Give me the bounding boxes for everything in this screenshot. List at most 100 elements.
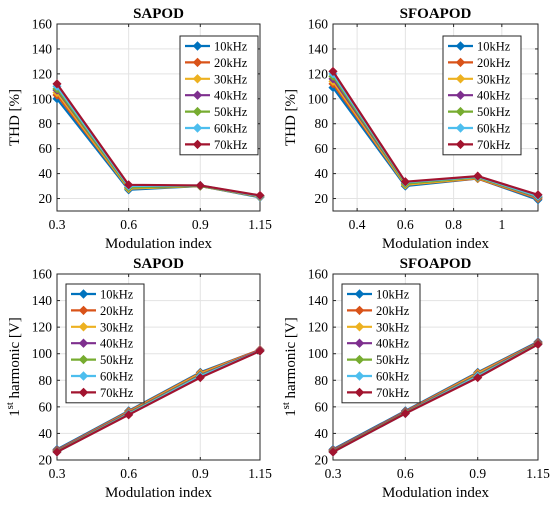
- legend-entry-label: 50kHz: [477, 105, 511, 119]
- y-tick-label: 100: [32, 91, 53, 106]
- legend-swatch-marker: [455, 41, 466, 51]
- y-axis-label-main: 1: [283, 409, 299, 417]
- legend-swatch-marker: [354, 305, 365, 316]
- legend-entry-label: 30kHz: [477, 72, 511, 86]
- legend-swatch-marker: [192, 74, 203, 84]
- legend: 10kHz 20kHz 30kHz 40kHz 50kHz 60kHz 70kHz: [442, 35, 522, 156]
- data-point-70kHz: [400, 408, 410, 419]
- chart-panel-3: 20 40 60 80 100 120 140 160 0.3 0.6 0.9 1.15 SAPOD Mo…: [5, 256, 272, 501]
- legend-swatch-marker: [78, 354, 89, 365]
- legend-swatch-marker: [455, 123, 466, 133]
- legend-swatch-marker: [455, 57, 466, 68]
- series-line-70kHz: [56, 350, 261, 454]
- x-axis-label: Modulation index: [105, 236, 213, 252]
- x-tick-label: 0.3: [49, 217, 66, 232]
- legend-entry-label: 10kHz: [376, 288, 410, 302]
- chart-title: SFOAPOD: [400, 256, 472, 272]
- y-axis-label: 1st harmonic [V]: [281, 317, 299, 416]
- axes-box: [332, 23, 539, 212]
- y-axis-label-superscript: st: [5, 402, 16, 409]
- chart-panel-1: 20 40 60 80 100 120 140 160 0.3 0.6 0.9 1.15 SAPOD Mo…: [7, 6, 272, 252]
- legend-swatch-marker: [354, 289, 365, 299]
- y-tick-label: 80: [315, 116, 329, 131]
- x-tick-label: 0.3: [49, 466, 66, 481]
- legend-swatch-marker: [78, 322, 89, 332]
- x-axis-label: Modulation index: [105, 485, 213, 501]
- y-tick-label: 20: [39, 453, 53, 468]
- legend-entry-label: 70kHz: [376, 386, 410, 400]
- data-point-70kHz: [195, 180, 205, 191]
- y-tick-label: 140: [308, 41, 329, 56]
- y-tick-label: 20: [315, 191, 329, 206]
- x-tick-label: 0.6: [397, 466, 414, 481]
- legend-entry-label: 10kHz: [100, 288, 134, 302]
- series-line-70kHz: [332, 343, 539, 453]
- legend-entry-label: 30kHz: [376, 320, 410, 334]
- y-tick-label: 120: [32, 66, 53, 81]
- y-tick-label: 60: [315, 141, 329, 156]
- x-tick-label: 0.3: [325, 466, 342, 481]
- series-line-70kHz: [332, 70, 539, 196]
- axes-box: [56, 273, 261, 461]
- data-point-70kHz: [124, 410, 134, 420]
- y-tick-label: 160: [308, 267, 329, 282]
- data-point-70kHz: [533, 190, 543, 200]
- legend-swatch-marker: [192, 106, 203, 117]
- y-axis-label: 1st harmonic [V]: [5, 317, 23, 416]
- chart-panel-4: 20 40 60 80 100 120 140 160 0.3 0.6 0.9 1.15 SFOAPOD…: [281, 256, 550, 501]
- y-tick-label: 120: [308, 66, 329, 81]
- legend-entry-label: 70kHz: [214, 138, 248, 152]
- legend-entry-label: 50kHz: [376, 353, 410, 367]
- axes-box: [56, 23, 261, 212]
- legend-swatch-marker: [192, 90, 203, 100]
- legend-entry-label: 40kHz: [214, 89, 248, 103]
- legend-entry-label: 70kHz: [477, 138, 511, 152]
- legend-swatch-marker: [455, 139, 466, 150]
- x-axis-label: Modulation index: [382, 485, 490, 501]
- y-tick-label: 80: [39, 116, 53, 131]
- y-tick-label: 140: [32, 293, 53, 308]
- x-tick-label: 1.15: [248, 217, 272, 232]
- legend-swatch-marker: [455, 90, 466, 100]
- y-tick-label: 40: [315, 166, 329, 181]
- legend-swatch-marker: [354, 354, 365, 365]
- legend-entry-label: 30kHz: [214, 72, 248, 86]
- y-tick-label: 60: [39, 399, 53, 414]
- y-axis-label: THD [%]: [7, 89, 23, 146]
- data-point-70kHz: [473, 373, 483, 383]
- legend: 10kHz 20kHz 30kHz 40kHz 50kHz 60kHz 70kHz: [65, 283, 145, 404]
- x-tick-label: 0.9: [192, 217, 209, 232]
- legend-entry-label: 40kHz: [100, 337, 134, 351]
- data-point-70kHz: [52, 447, 62, 457]
- y-tick-label: 140: [308, 293, 329, 308]
- legend-swatch-marker: [192, 123, 203, 133]
- y-tick-label: 100: [308, 91, 329, 106]
- legend-entry-label: 50kHz: [214, 105, 248, 119]
- chart-title: SFOAPOD: [400, 6, 472, 22]
- y-tick-label: 60: [39, 141, 53, 156]
- x-tick-label: 0.9: [192, 466, 209, 481]
- data-point-70kHz: [400, 177, 410, 187]
- y-axis-label: THD [%]: [283, 89, 299, 146]
- legend-swatch-marker: [192, 57, 203, 68]
- legend-swatch-marker: [78, 387, 89, 398]
- x-tick-label: 0.6: [397, 217, 414, 232]
- chart-title: SAPOD: [133, 6, 184, 22]
- x-tick-label: 0.8: [445, 217, 462, 232]
- y-tick-label: 120: [32, 320, 53, 335]
- y-tick-label: 80: [315, 373, 329, 388]
- data-point-70kHz: [52, 79, 62, 89]
- x-tick-label: 1.15: [248, 466, 272, 481]
- y-tick-label: 80: [39, 373, 53, 388]
- legend-entry-label: 40kHz: [477, 89, 511, 103]
- y-tick-label: 160: [32, 267, 53, 282]
- chart-panel-2: 20 40 60 80 100 120 140 160 0.4 0.6 0.8 1 SFOAPOD Mod…: [283, 6, 543, 252]
- data-point-70kHz: [195, 373, 205, 383]
- legend-entry-label: 40kHz: [376, 337, 410, 351]
- x-tick-label: 1.15: [526, 466, 550, 481]
- legend-entry-label: 50kHz: [100, 353, 134, 367]
- y-axis-label-main: 1: [7, 409, 23, 417]
- legend-entry-label: 60kHz: [376, 370, 410, 384]
- y-tick-label: 20: [315, 453, 329, 468]
